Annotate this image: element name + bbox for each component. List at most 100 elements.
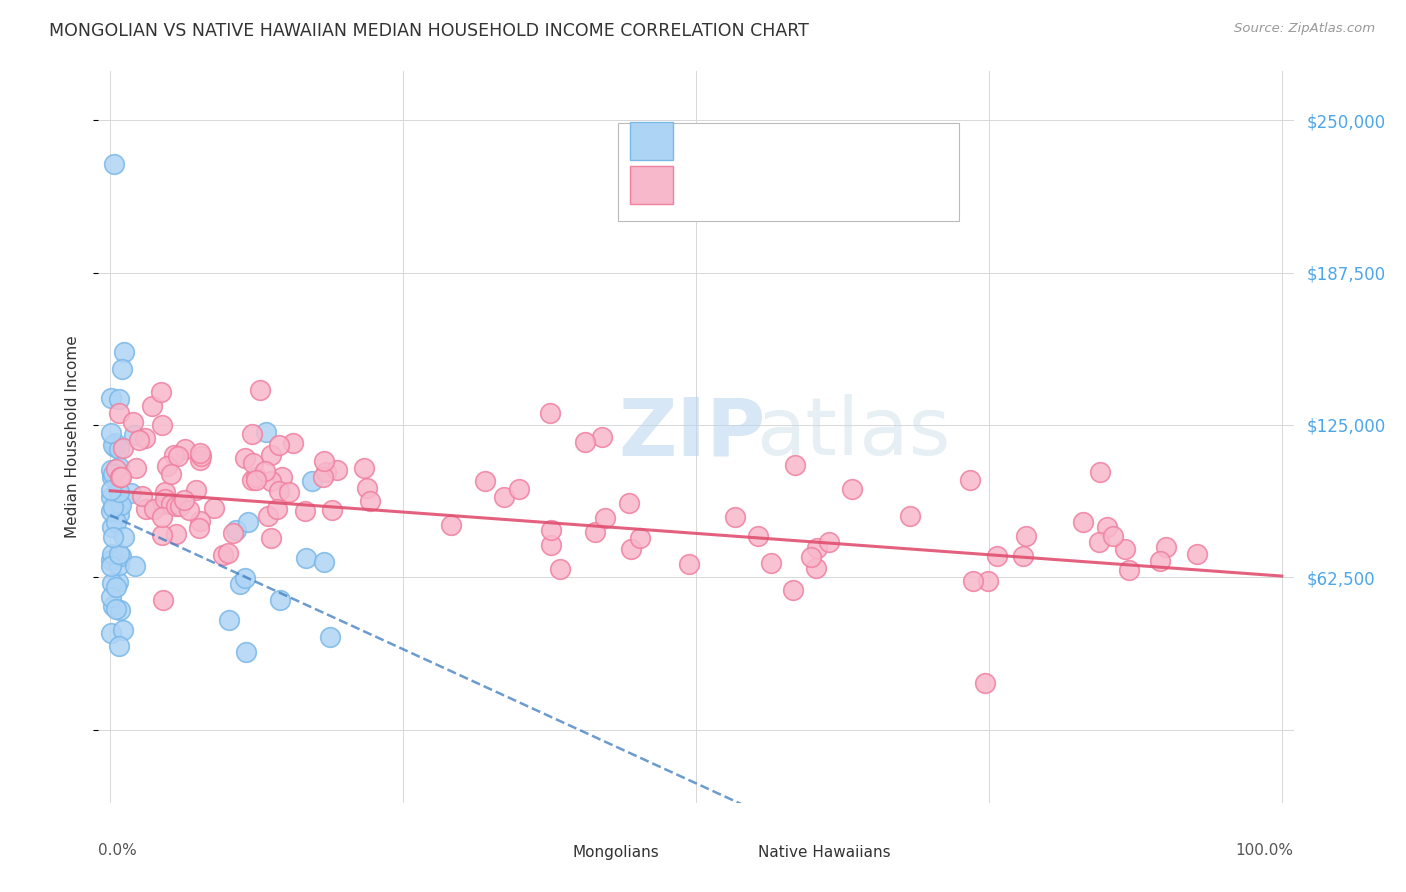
Point bbox=[325, 463, 347, 477]
Point bbox=[107, 575, 129, 590]
Point bbox=[100, 591, 122, 605]
Point bbox=[977, 574, 1000, 589]
Point bbox=[101, 530, 124, 544]
Point bbox=[723, 510, 745, 524]
Point bbox=[1071, 515, 1094, 529]
Point bbox=[782, 582, 804, 597]
Point bbox=[321, 503, 343, 517]
Point bbox=[806, 541, 828, 556]
Point bbox=[108, 507, 131, 521]
Point bbox=[103, 438, 125, 452]
Point bbox=[101, 547, 124, 561]
Point bbox=[155, 491, 177, 506]
Point bbox=[356, 481, 378, 495]
Point bbox=[104, 602, 127, 616]
Point bbox=[1088, 465, 1111, 479]
Point bbox=[218, 613, 240, 627]
Point bbox=[108, 547, 131, 561]
Point bbox=[188, 453, 211, 467]
Point bbox=[108, 406, 131, 420]
Point bbox=[319, 630, 342, 644]
Point bbox=[540, 538, 562, 552]
Point bbox=[1154, 540, 1177, 554]
Point bbox=[235, 645, 257, 659]
Point bbox=[591, 429, 613, 443]
Point bbox=[150, 418, 173, 433]
Point bbox=[103, 599, 125, 613]
Point bbox=[112, 624, 135, 638]
Point bbox=[235, 451, 257, 466]
Point bbox=[314, 555, 336, 569]
Point bbox=[312, 454, 335, 468]
Point bbox=[188, 446, 211, 460]
Point bbox=[110, 469, 132, 483]
Point bbox=[142, 501, 165, 516]
Point bbox=[101, 500, 124, 514]
Point bbox=[150, 510, 173, 524]
Point bbox=[152, 497, 174, 511]
Text: -0.276: -0.276 bbox=[735, 178, 790, 193]
Point bbox=[104, 515, 127, 529]
Point bbox=[494, 490, 516, 504]
Text: 113: 113 bbox=[876, 178, 908, 193]
Point bbox=[312, 470, 335, 484]
Point bbox=[619, 496, 641, 510]
Point bbox=[1114, 541, 1136, 556]
Point bbox=[747, 529, 769, 543]
Point bbox=[104, 436, 127, 450]
Point bbox=[267, 438, 290, 452]
Point bbox=[281, 436, 304, 450]
Point bbox=[112, 344, 135, 359]
Text: Mongolians: Mongolians bbox=[572, 845, 659, 860]
Point bbox=[108, 498, 131, 512]
Point bbox=[278, 485, 301, 500]
FancyBboxPatch shape bbox=[630, 166, 673, 203]
Point bbox=[841, 482, 863, 496]
Point bbox=[169, 499, 191, 513]
Point bbox=[108, 442, 131, 457]
Point bbox=[179, 502, 201, 516]
Point bbox=[256, 509, 278, 524]
Point bbox=[141, 399, 163, 413]
Point bbox=[574, 435, 596, 450]
Point bbox=[108, 639, 131, 653]
Point bbox=[301, 474, 323, 488]
Point bbox=[110, 603, 132, 617]
Point bbox=[100, 490, 122, 504]
Point bbox=[270, 470, 292, 484]
Point bbox=[260, 475, 283, 489]
Point bbox=[269, 593, 291, 607]
Point bbox=[134, 431, 156, 445]
Point bbox=[100, 483, 122, 497]
Point bbox=[266, 501, 288, 516]
Point bbox=[165, 527, 187, 541]
Text: 100.0%: 100.0% bbox=[1236, 843, 1294, 858]
Point bbox=[190, 449, 212, 463]
Point bbox=[628, 531, 651, 545]
Point bbox=[253, 464, 276, 478]
Point bbox=[184, 483, 207, 498]
Point bbox=[959, 473, 981, 487]
Point bbox=[353, 461, 375, 475]
FancyBboxPatch shape bbox=[630, 122, 673, 160]
Point bbox=[242, 456, 264, 470]
Point bbox=[100, 462, 122, 476]
Point bbox=[166, 499, 188, 513]
Point bbox=[101, 470, 124, 484]
Point bbox=[260, 531, 283, 545]
Point bbox=[202, 500, 225, 515]
Point bbox=[135, 502, 157, 516]
Y-axis label: Median Household Income: Median Household Income bbox=[65, 335, 80, 539]
Point bbox=[593, 511, 616, 525]
Point bbox=[245, 469, 267, 483]
Point bbox=[583, 524, 606, 539]
Point bbox=[108, 558, 131, 573]
Point bbox=[474, 474, 496, 488]
Point bbox=[152, 593, 174, 607]
Point bbox=[974, 676, 997, 690]
Point bbox=[1015, 529, 1038, 543]
Point bbox=[295, 550, 318, 565]
Point bbox=[167, 450, 190, 464]
Point bbox=[108, 485, 131, 500]
Point bbox=[548, 562, 571, 576]
